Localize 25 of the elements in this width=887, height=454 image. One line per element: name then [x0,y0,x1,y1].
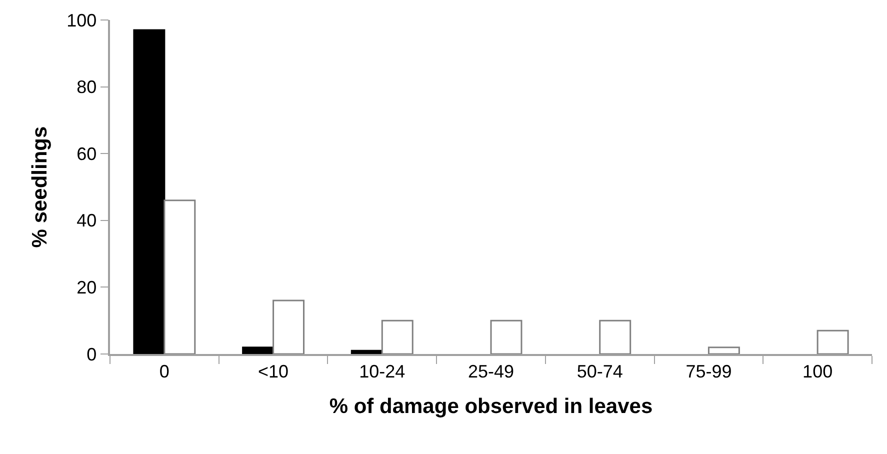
y-tick-label: 0 [86,344,97,364]
bar [133,29,166,354]
bar [816,330,849,354]
x-tick-label: 100 [802,361,833,382]
y-axis-title: % seedlings [28,126,52,248]
x-tick-label: 75-99 [686,361,732,382]
y-tick-label: 100 [66,10,97,30]
bar [708,346,740,354]
bar [272,300,305,354]
bar [242,346,274,354]
x-tick-label: <10 [258,361,289,382]
x-tick-label: 25-49 [468,361,514,382]
bar [381,320,414,354]
x-tick-label: 0 [159,361,170,382]
x-tick-label: 10-24 [359,361,406,382]
x-axis-title: % of damage observed in leaves [329,395,653,418]
bar [164,200,196,354]
bar [350,350,383,354]
x-tick-label: 50-74 [576,361,623,382]
y-tick-label: 80 [76,77,97,98]
y-tick-label: 20 [76,278,97,298]
bar [599,320,632,354]
bar [490,320,522,354]
y-tick-label: 40 [76,210,97,231]
y-tick-label: 60 [76,144,97,164]
